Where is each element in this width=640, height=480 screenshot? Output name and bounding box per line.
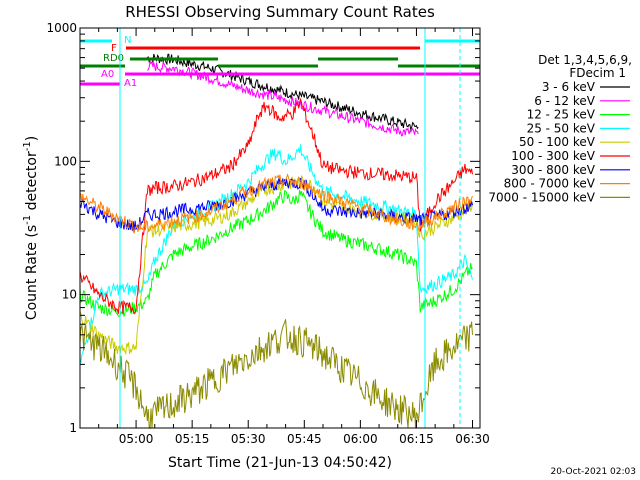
y-axis-label: Count Rate (s-1 detector-1) (22, 136, 40, 320)
x-tick-label-0: 05:00 (119, 432, 154, 446)
y-axis-label-main: Count Rate (s (24, 225, 40, 320)
x-tick-label-3: 05:45 (287, 432, 322, 446)
legend-label-2: 12 - 25 keV (527, 108, 596, 122)
series-line-6 (79, 176, 473, 232)
x-tick-label-5: 06:15 (399, 432, 434, 446)
flag-label-rd0: RD0 (103, 53, 124, 64)
x-axis-label: Start Time (21-Jun-13 04:50:42) (168, 455, 392, 471)
flag-label-n: N (124, 35, 131, 46)
y-tick-label-0: 1 (69, 421, 77, 435)
series-line-3 (79, 144, 473, 364)
series-line-5 (79, 97, 473, 315)
chart-title: RHESSI Observing Summary Count Rates (125, 3, 435, 21)
x-tick-label-1: 05:15 (175, 432, 210, 446)
y-axis-label-sup2: -1 (22, 141, 33, 151)
y-axis-label-rest: detector (24, 151, 40, 215)
series-line-1 (147, 59, 419, 137)
y-axis-ticks: 1 10 100 1000 (46, 21, 480, 435)
legend-header-1: Det 1,3,4,5,6,9, (538, 53, 632, 67)
y-tick-label-3: 1000 (46, 21, 77, 35)
footer-timestamp: 20-Oct-2021 02:03 (551, 467, 636, 477)
flag-label-a0: A0 (101, 69, 114, 80)
series-line-2 (79, 189, 473, 317)
x-tick-label-6: 06:30 (455, 432, 490, 446)
legend-header-2: FDecim 1 (569, 66, 626, 80)
series-line-8 (79, 319, 473, 430)
x-tick-label-2: 05:30 (231, 432, 266, 446)
legend-label-6: 300 - 800 keV (511, 163, 595, 177)
series-line-0 (146, 53, 419, 132)
legend-label-5: 100 - 300 keV (511, 149, 595, 163)
legend-label-0: 3 - 6 keV (542, 80, 596, 94)
flag-label-f: F (111, 43, 117, 54)
x-axis-ticks: 05:00 05:15 05:30 05:45 06:00 06:15 06:30 (98, 28, 490, 446)
legend-label-1: 6 - 12 keV (534, 94, 596, 108)
series-line-7 (79, 173, 473, 234)
plot-frame (79, 27, 481, 429)
legend-label-8: 7000 - 15000 keV (488, 190, 595, 204)
legend-label-3: 25 - 50 keV (527, 121, 596, 135)
y-axis-label-sup1: -1 (22, 215, 33, 225)
y-tick-label-2: 100 (54, 154, 77, 168)
legend-label-4: 50 - 100 keV (519, 135, 596, 149)
x-tick-label-4: 06:00 (343, 432, 378, 446)
legend-label-7: 800 - 7000 keV (504, 177, 596, 191)
y-tick-label-1: 10 (62, 288, 77, 302)
series-layer (79, 53, 473, 430)
y-axis-label-end: ) (24, 136, 40, 141)
flag-label-a1: A1 (124, 78, 137, 89)
